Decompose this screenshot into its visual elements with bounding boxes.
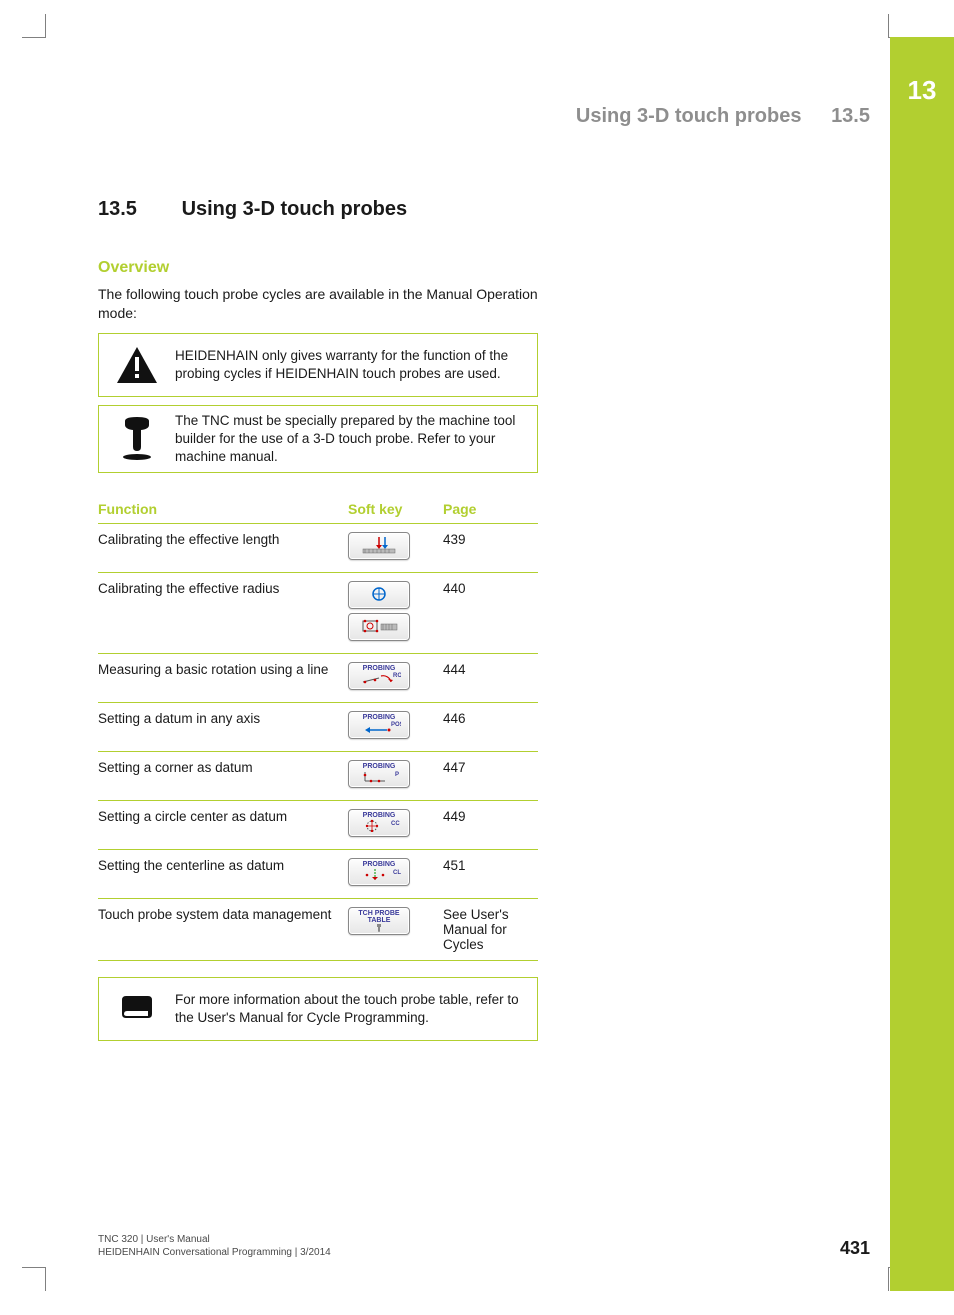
cell-softkey — [348, 573, 443, 654]
section-number: 13.5 — [98, 198, 176, 221]
crop-mark — [22, 14, 46, 38]
running-header: Using 3-D touch probes 13.5 — [576, 105, 870, 128]
machine-icon — [107, 417, 167, 461]
cell-function: Calibrating the effective length — [98, 524, 348, 573]
warning-text: HEIDENHAIN only gives warranty for the f… — [167, 347, 527, 383]
cell-function: Setting the centerline as datum — [98, 850, 348, 899]
subheading-overview: Overview — [98, 259, 858, 277]
softkey-cal-radius-circle-icon — [348, 581, 410, 609]
cell-softkey — [348, 524, 443, 573]
table-row: Touch probe system data management TCH P… — [98, 899, 538, 961]
crop-mark — [888, 14, 912, 38]
th-page: Page — [443, 495, 538, 524]
section-heading: 13.5 Using 3-D touch probes — [98, 198, 858, 221]
svg-text:CL: CL — [393, 870, 401, 876]
svg-text:P: P — [395, 772, 399, 778]
table-row: Measuring a basic rotation using a line … — [98, 654, 538, 703]
running-header-title: Using 3-D touch probes — [576, 105, 802, 127]
softkey-probing-pos-icon: PROBING POS — [348, 711, 410, 739]
cell-page: 447 — [443, 752, 538, 801]
page-content: 13.5 Using 3-D touch probes Overview The… — [98, 198, 858, 1049]
machine-note: The TNC must be specially prepared by th… — [98, 405, 538, 474]
page-number: 431 — [840, 1238, 870, 1259]
cell-softkey: PROBING ROT — [348, 654, 443, 703]
cell-softkey: PROBING POS — [348, 703, 443, 752]
section-title: Using 3-D touch probes — [182, 198, 408, 220]
softkey-label: PROBING — [363, 763, 396, 770]
softkey-probing-rot-icon: PROBING ROT — [348, 662, 410, 690]
chapter-tab: 13 — [890, 37, 954, 1291]
cell-softkey: PROBING CL — [348, 850, 443, 899]
softkey-label: TCH PROBE — [358, 910, 399, 917]
book-icon — [107, 994, 167, 1024]
cell-function: Setting a circle center as datum — [98, 801, 348, 850]
cell-function: Setting a datum in any axis — [98, 703, 348, 752]
intro-paragraph: The following touch probe cycles are ava… — [98, 285, 538, 323]
footer-line2: HEIDENHAIN Conversational Programming | … — [98, 1246, 331, 1259]
footer-line1: TNC 320 | User's Manual — [98, 1233, 331, 1246]
table-row: Setting a corner as datum PROBING P 447 — [98, 752, 538, 801]
softkey-label: PROBING — [363, 665, 396, 672]
cell-page: 446 — [443, 703, 538, 752]
chapter-number: 13 — [890, 75, 954, 106]
warning-icon — [107, 345, 167, 385]
softkey-probing-cc-icon: PROBING CC — [348, 809, 410, 837]
running-header-section: 13.5 — [831, 105, 870, 127]
softkey-label2: TABLE — [349, 917, 409, 924]
softkey-probing-cl-icon: PROBING CL — [348, 858, 410, 886]
footer: TNC 320 | User's Manual HEIDENHAIN Conve… — [98, 1233, 331, 1259]
svg-text:ROT: ROT — [393, 673, 401, 679]
cell-function: Measuring a basic rotation using a line — [98, 654, 348, 703]
cell-softkey: TCH PROBE TABLE — [348, 899, 443, 961]
softkey-cal-radius-slot-icon — [348, 613, 410, 641]
softkey-tch-probe-table-icon: TCH PROBE TABLE — [348, 907, 410, 935]
svg-text:POS: POS — [391, 722, 401, 728]
cell-page: 449 — [443, 801, 538, 850]
cell-softkey: PROBING P — [348, 752, 443, 801]
cell-page: 451 — [443, 850, 538, 899]
softkey-label: PROBING — [363, 714, 396, 721]
function-table: Function Soft key Page Calibrating the e… — [98, 495, 538, 961]
book-note: For more information about the touch pro… — [98, 977, 538, 1041]
table-row: Calibrating the effective radius — [98, 573, 538, 654]
cell-page: 444 — [443, 654, 538, 703]
cell-function: Setting a corner as datum — [98, 752, 348, 801]
svg-text:CC: CC — [391, 821, 400, 827]
warning-note: HEIDENHAIN only gives warranty for the f… — [98, 333, 538, 397]
table-row: Setting a circle center as datum PROBING… — [98, 801, 538, 850]
cell-function: Calibrating the effective radius — [98, 573, 348, 654]
machine-text: The TNC must be specially prepared by th… — [167, 412, 527, 467]
cell-function: Touch probe system data management — [98, 899, 348, 961]
cell-page: 440 — [443, 573, 538, 654]
table-row: Setting the centerline as datum PROBING … — [98, 850, 538, 899]
softkey-cal-length-icon — [348, 532, 410, 560]
table-row: Calibrating the effective length 439 — [98, 524, 538, 573]
cell-softkey: PROBING CC — [348, 801, 443, 850]
softkey-label: PROBING — [363, 812, 396, 819]
softkey-label: PROBING — [363, 861, 396, 868]
book-text: For more information about the touch pro… — [167, 991, 527, 1027]
softkey-probing-p-icon: PROBING P — [348, 760, 410, 788]
th-softkey: Soft key — [348, 495, 443, 524]
crop-mark — [22, 1267, 46, 1291]
cell-page: See User's Manual for Cycles — [443, 899, 538, 961]
table-row: Setting a datum in any axis PROBING POS … — [98, 703, 538, 752]
cell-page: 439 — [443, 524, 538, 573]
th-function: Function — [98, 495, 348, 524]
